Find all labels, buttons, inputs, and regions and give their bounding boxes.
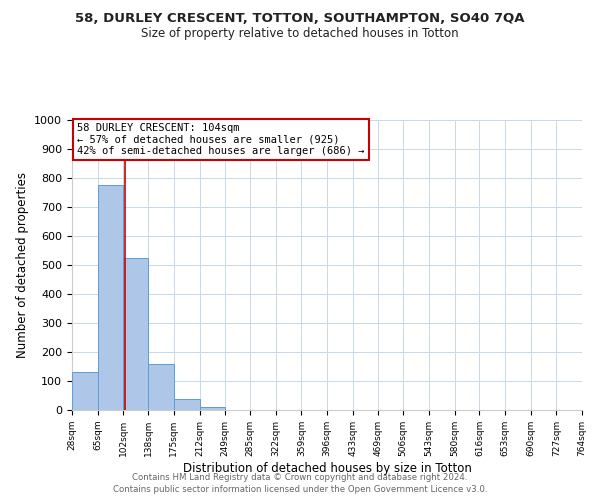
Bar [148,364,174,410]
Bar [123,258,148,410]
X-axis label: Distribution of detached houses by size in Totton: Distribution of detached houses by size … [182,462,472,474]
Bar [199,407,225,410]
Text: Contains public sector information licensed under the Open Government Licence v3: Contains public sector information licen… [113,485,487,494]
Bar [72,372,98,410]
Bar [174,399,199,410]
Bar [98,185,123,410]
Text: 58 DURLEY CRESCENT: 104sqm
← 57% of detached houses are smaller (925)
42% of sem: 58 DURLEY CRESCENT: 104sqm ← 57% of deta… [77,123,365,156]
Text: 58, DURLEY CRESCENT, TOTTON, SOUTHAMPTON, SO40 7QA: 58, DURLEY CRESCENT, TOTTON, SOUTHAMPTON… [75,12,525,26]
Text: Contains HM Land Registry data © Crown copyright and database right 2024.: Contains HM Land Registry data © Crown c… [132,472,468,482]
Y-axis label: Number of detached properties: Number of detached properties [16,172,29,358]
Text: Size of property relative to detached houses in Totton: Size of property relative to detached ho… [141,28,459,40]
